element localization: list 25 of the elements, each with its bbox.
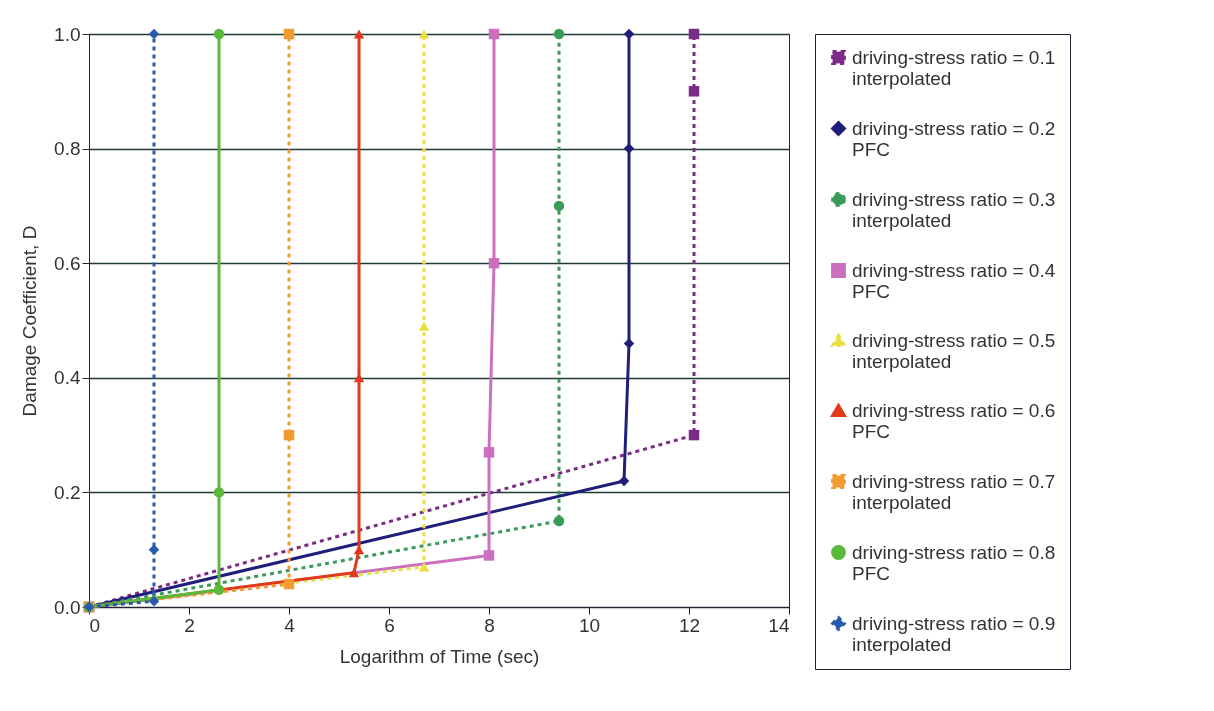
y-tick-label: 0.6	[54, 252, 81, 274]
y-axis-title: Damage Coefficient, D	[19, 225, 41, 417]
x-tick-label: 0	[89, 614, 101, 636]
legend-label: driving-stress ratio = 0.3 interpolated	[852, 188, 1056, 231]
x-tick-label: 14	[768, 614, 790, 636]
x-tick-label: 10	[578, 614, 601, 636]
legend-label: driving-stress ratio = 0.5 interpolated	[852, 329, 1056, 372]
legend-label: driving-stress ratio = 0.9 interpolated	[852, 612, 1056, 655]
x-tick-label: 4	[284, 614, 296, 636]
y-tick-label: 0.2	[54, 481, 81, 503]
x-tick-label: 12	[678, 614, 701, 636]
legend-label: driving-stress ratio = 0.1 interpolated	[852, 46, 1056, 89]
x-tick-label: 8	[484, 614, 495, 636]
x-tick-label: 6	[384, 614, 395, 636]
legend-label: driving-stress ratio = 0.6 PFC	[852, 399, 1056, 442]
y-tick-label: 0.8	[54, 138, 81, 160]
legend-label: driving-stress ratio = 0.2 PFC	[852, 117, 1056, 160]
legend-label: driving-stress ratio = 0.4 PFC	[852, 259, 1056, 302]
y-tick-label: 0.4	[54, 367, 81, 389]
y-tick-label: 0.0	[54, 596, 81, 618]
x-axis-title: Logarithm of Time (sec)	[339, 645, 540, 667]
legend-label: driving-stress ratio = 0.7 interpolated	[852, 470, 1056, 513]
x-tick-label: 2	[184, 614, 195, 636]
legend-label: driving-stress ratio = 0.8 PFC	[852, 541, 1056, 584]
y-tick-label: 1.0	[54, 23, 81, 45]
